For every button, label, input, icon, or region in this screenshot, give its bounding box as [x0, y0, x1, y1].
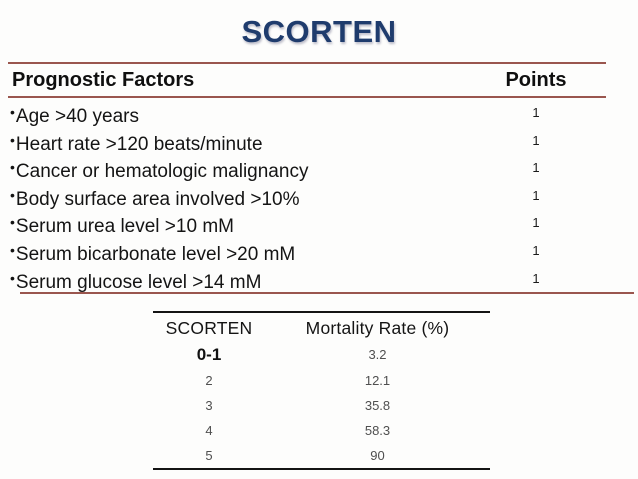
- divider-below-header: [8, 96, 606, 98]
- factor-label: Cancer or hematologic malignancy: [15, 161, 309, 183]
- mortality-rate: 35.8: [364, 398, 391, 413]
- factors-header-row: Prognostic Factors Points: [12, 65, 628, 95]
- mortality-header-row: SCORTEN Mortality Rate (%): [153, 313, 490, 342]
- mortality-row: 2 12.1: [153, 368, 490, 393]
- mortality-score: 2: [205, 373, 213, 388]
- factor-points: 1: [532, 187, 540, 203]
- factor-label: Serum bicarbonate level >20 mM: [15, 243, 296, 265]
- factor-points: 1: [532, 270, 540, 286]
- mortality-row: 3 35.8: [153, 393, 490, 418]
- factor-points: 1: [532, 132, 540, 148]
- mortality-rate: 90: [370, 448, 385, 463]
- factor-label: Heart rate >120 beats/minute: [15, 133, 263, 155]
- mortality-row: 0-1 3.2: [153, 342, 490, 368]
- factor-row: •Age >40 years 1: [10, 99, 634, 127]
- factor-label: Serum urea level >10 mM: [15, 216, 234, 238]
- factor-label: Serum glucose level >14 mM: [15, 271, 262, 293]
- factor-points: 1: [532, 215, 540, 231]
- page-title: SCORTEN: [241, 14, 397, 49]
- mortality-rate-header: Mortality Rate (%): [305, 318, 450, 338]
- mortality-row: 4 58.3: [153, 418, 490, 443]
- factor-points: 1: [532, 160, 540, 176]
- mortality-score: 3: [205, 398, 213, 413]
- factor-row: •Serum glucose level >14 mM 1: [10, 265, 634, 293]
- mortality-rate: 3.2: [368, 347, 387, 362]
- mortality-score-header: SCORTEN: [165, 318, 253, 338]
- factor-label: Body surface area involved >10%: [15, 188, 300, 210]
- factor-row: •Body surface area involved >10% 1: [10, 182, 634, 210]
- factors-list: •Age >40 years 1 •Heart rate >120 beats/…: [10, 99, 634, 293]
- mortality-rate: 12.1: [364, 373, 391, 388]
- factor-points: 1: [532, 242, 540, 258]
- mortality-table: SCORTEN Mortality Rate (%) 0-1 3.2 2 12.…: [153, 311, 490, 470]
- divider-below-factors: [20, 292, 634, 294]
- bullet-icon: •: [10, 131, 15, 148]
- factors-header-label: Prognostic Factors: [12, 69, 195, 91]
- factor-label: Age >40 years: [15, 106, 139, 127]
- mortality-score: 4: [205, 423, 213, 438]
- mortality-row: 5 90: [153, 443, 490, 468]
- mortality-score: 5: [205, 448, 213, 463]
- bullet-icon: •: [10, 241, 15, 258]
- bullet-icon: •: [10, 269, 15, 286]
- bullet-icon: •: [10, 159, 15, 176]
- factor-row: •Cancer or hematologic malignancy 1: [10, 154, 634, 182]
- bullet-icon: •: [10, 214, 15, 231]
- mortality-score: 0-1: [196, 345, 222, 364]
- factor-row: •Heart rate >120 beats/minute 1: [10, 127, 634, 155]
- bullet-icon: •: [10, 186, 15, 203]
- points-header-label: Points: [505, 69, 567, 91]
- factor-points: 1: [532, 105, 540, 120]
- factor-row: •Serum urea level >10 mM 1: [10, 209, 634, 237]
- mortality-rate: 58.3: [364, 423, 391, 438]
- divider-below-title: [8, 62, 606, 64]
- bullet-icon: •: [10, 104, 15, 120]
- factor-row: •Serum bicarbonate level >20 mM 1: [10, 237, 634, 265]
